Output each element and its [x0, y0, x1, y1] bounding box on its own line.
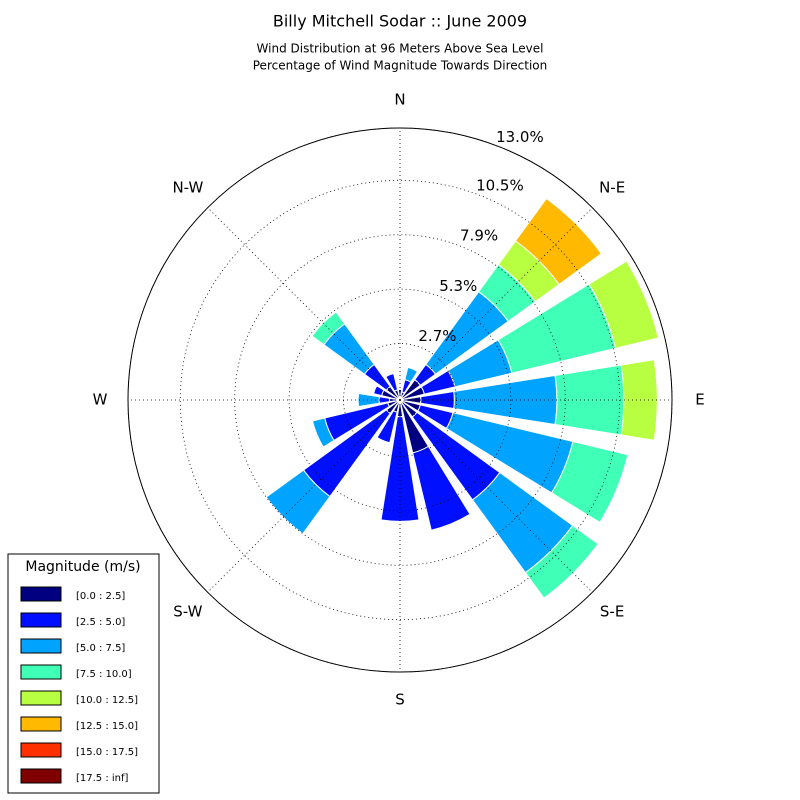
- direction-label: S-E: [600, 603, 624, 621]
- legend-label: [0.0 : 2.5]: [76, 591, 125, 602]
- legend-label: [2.5 : 5.0]: [76, 617, 125, 628]
- chart-subtitle: Percentage of Wind Magnitude Towards Dir…: [253, 59, 547, 73]
- r-tick-label: 5.3%: [439, 277, 477, 295]
- wind-bar-segment: [385, 372, 399, 392]
- wind-bar-segment: [311, 311, 346, 346]
- legend-label: [17.5 : inf]: [76, 773, 129, 784]
- wind-bar-segment: [404, 366, 419, 383]
- wind-bar-segment: [620, 359, 658, 441]
- outer-circle: [127, 127, 673, 673]
- wind-bar-segment: [397, 389, 403, 401]
- legend-swatch: [20, 716, 62, 732]
- radial-grid-line: [207, 207, 401, 401]
- legend-label: [15.0 : 17.5]: [76, 747, 138, 758]
- legend-swatch: [20, 638, 62, 654]
- r-tick-label: 10.5%: [476, 176, 524, 194]
- grid-circle: [288, 288, 512, 512]
- legend-swatch: [20, 664, 62, 680]
- direction-label: W: [93, 391, 108, 409]
- wind-bar-segment: [378, 396, 391, 404]
- radial-grid-line: [399, 207, 593, 401]
- wind-bar-segment: [357, 392, 380, 408]
- grid-circle: [343, 343, 457, 457]
- legend-swatch: [20, 612, 62, 628]
- wind-bar-segment: [412, 445, 471, 531]
- direction-label: N-E: [599, 178, 625, 196]
- wind-bar-segment: [550, 440, 629, 524]
- radial-grid-line: [399, 399, 593, 593]
- chart-title: Billy Mitchell Sodar :: June 2009: [273, 12, 527, 31]
- direction-label: E: [695, 391, 704, 409]
- direction-label: S-W: [173, 603, 202, 621]
- r-tick-label: 13.0%: [496, 128, 544, 146]
- legend-label: [12.5 : 15.0]: [76, 721, 138, 732]
- legend-swatch: [20, 690, 62, 706]
- wind-bar-segment: [554, 364, 625, 436]
- legend-swatch: [20, 586, 62, 602]
- wind-bar-segment: [588, 260, 659, 349]
- r-tick-label: 2.7%: [418, 327, 456, 345]
- radial-grid-line: [207, 399, 401, 593]
- wind-bar-segment: [372, 385, 385, 397]
- direction-label: N-W: [172, 178, 203, 196]
- legend-swatch: [20, 768, 62, 784]
- direction-label: S: [395, 691, 405, 709]
- plot-area: 2.7% 5.3% 7.9% 10.5% 13.0% N N-E E S-E S S-W W N-W: [93, 91, 705, 709]
- chart-subtitle: Wind Distribution at 96 Meters Above Sea…: [257, 42, 544, 56]
- direction-label: N: [394, 91, 405, 109]
- grid-circle: [179, 179, 621, 621]
- wind-bar-segment: [376, 410, 398, 444]
- legend-title: Magnitude (m/s): [25, 559, 140, 575]
- legend-label: [7.5 : 10.0]: [76, 669, 132, 680]
- legend-label: [10.0 : 12.5]: [76, 695, 138, 706]
- legend-label: [5.0 : 7.5]: [76, 643, 125, 654]
- legend-swatch: [20, 742, 62, 758]
- grid-circle: [234, 234, 566, 566]
- r-tick-label: 7.9%: [460, 227, 498, 245]
- wind-bar-segment: [311, 417, 335, 448]
